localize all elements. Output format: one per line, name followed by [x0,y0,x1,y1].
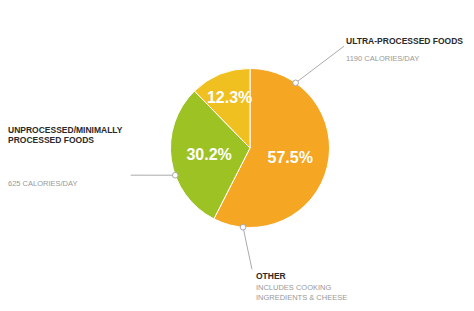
pie: 57.5% 30.2% 12.3% [170,68,329,227]
data-label: 12.3% [207,89,252,106]
annotation: INCLUDES COOKINGINGREDIENTS & CHEESE [256,283,347,302]
connectors [131,46,344,269]
connector-dot [240,224,246,230]
connector-line [243,227,252,269]
category-label: UNPROCESSED/MINIMALLYPROCESSED FOODS [8,125,123,145]
category-label: OTHER [256,271,286,281]
data-label: 30.2% [186,146,231,163]
text-line: 625 CALORIES/DAY [8,179,77,188]
text-line: UNPROCESSED/MINIMALLY [8,125,123,135]
chart: 57.5% 30.2% 12.3% ULTRA-PROCESSED FOODS 1190… [0,0,474,311]
text-line: OTHER [256,271,286,281]
pie-slice [194,68,250,148]
labels: ULTRA-PROCESSED FOODS 1190 CALORIES/DAY UN… [8,36,463,302]
text-line: INGREDIENTS & CHEESE [256,293,347,302]
text-line: PROCESSED FOODS [8,135,94,145]
category-label: ULTRA-PROCESSED FOODS [346,36,463,46]
connector-dot [172,172,178,178]
connector-dot [293,80,299,86]
text-line: 1190 CALORIES/DAY [346,54,419,63]
connector-line [296,46,344,83]
text-line: ULTRA-PROCESSED FOODS [346,36,463,46]
text-line: INCLUDES COOKING [256,283,332,292]
annotation: 1190 CALORIES/DAY [346,54,419,63]
annotation: 625 CALORIES/DAY [8,179,77,188]
connector-line [131,175,176,176]
data-label: 57.5% [268,149,313,166]
